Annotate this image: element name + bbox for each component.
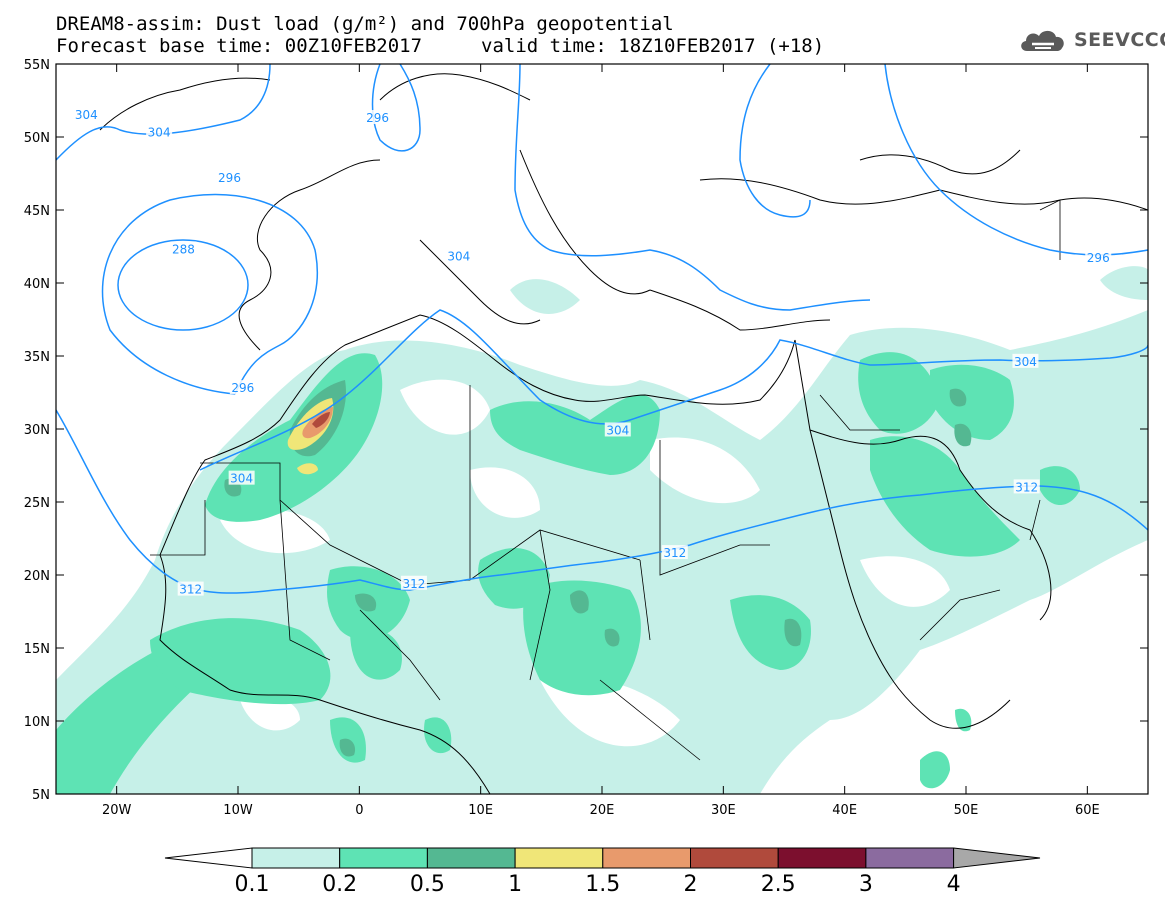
lat-tick-label: 25N	[24, 496, 50, 511]
lon-tick-label: 60E	[1075, 803, 1100, 818]
logo-text: SEEVCCC	[1074, 29, 1165, 51]
lon-tick-label: 30E	[711, 803, 736, 818]
contour-label-bg	[229, 380, 256, 395]
colorbar-label: 2.5	[761, 872, 796, 897]
contour-label: 304	[230, 472, 253, 486]
colorbar-label: 4	[947, 872, 961, 897]
contour-label: 304	[606, 423, 629, 437]
lat-tick-label: 30N	[24, 423, 50, 438]
contour-label: 296	[366, 111, 389, 125]
contour-label-bg	[445, 248, 472, 263]
colorbar-segment	[777, 847, 867, 869]
contour-label: 304	[75, 108, 98, 122]
contour-label-bg	[661, 545, 688, 560]
lat-tick-label: 10N	[24, 715, 50, 730]
contour-label-bg	[216, 169, 243, 184]
contour-label-bg	[604, 422, 631, 437]
colorbar: 0.1 0.2 0.5 1 1.5 2 2.5 3 4	[164, 847, 1041, 897]
lat-tick-label: 55N	[24, 58, 50, 73]
contour-label-bg	[1012, 353, 1039, 368]
lat-tick-label: 20N	[24, 569, 50, 584]
contour-label-bg	[73, 107, 100, 122]
seevccc-logo: SEEVCCC	[1018, 26, 1165, 54]
colorbar-segment	[602, 847, 691, 869]
colorbar-label: 2	[684, 872, 698, 897]
contour-label-bg	[228, 470, 255, 485]
contour-label-bg	[146, 124, 173, 139]
colorbar-label: 3	[859, 872, 873, 897]
dust-shading-red	[312, 412, 330, 428]
map-field: 304 304 296 288 296 296 304 304 304 304 296 312 312 3…	[56, 64, 1148, 794]
lat-tick-label: 5N	[32, 788, 50, 803]
lat-tick-label: 45N	[24, 204, 50, 219]
colorbar-low-arrow	[164, 847, 253, 869]
lon-tick-label: 10E	[468, 803, 493, 818]
contour-label: 304	[148, 126, 171, 140]
latitude-axis: 55N 50N 45N 40N 35N 30N 25N 20N 15N 10N 5N	[24, 58, 1148, 803]
contour-label: 312	[663, 546, 686, 560]
colorbar-label: 1.5	[585, 872, 620, 897]
coastlines	[99, 73, 1148, 794]
valid-time: valid time: 18Z10FEB2017 (+18)	[481, 35, 825, 57]
contour-label: 312	[179, 583, 202, 597]
colorbar-label: 0.2	[322, 872, 357, 897]
lat-tick-label: 15N	[24, 642, 50, 657]
lon-tick-label: 20W	[102, 803, 132, 818]
lat-tick-label: 50N	[24, 131, 50, 146]
map-title: DREAM8-assim: Dust load (g/m²) and 700hP…	[56, 13, 674, 35]
lon-tick-label: 10W	[223, 803, 253, 818]
lat-tick-label: 35N	[24, 350, 50, 365]
colorbar-segment	[251, 847, 341, 869]
lon-tick-label: 20E	[590, 803, 615, 818]
contour-label: 296	[218, 171, 241, 185]
lon-tick-label: 50E	[954, 803, 979, 818]
colorbar-label: 1	[508, 872, 522, 897]
contour-label-bg	[1013, 479, 1040, 494]
lon-tick-label: 0	[355, 803, 363, 818]
contour-label: 296	[1087, 251, 1110, 265]
cloud-icon	[1021, 30, 1064, 51]
contour-label-bg	[1085, 250, 1112, 265]
contour-label-bg	[364, 110, 391, 125]
colorbar-segment	[514, 847, 604, 869]
contour-label: 312	[402, 577, 425, 591]
lon-tick-label: 40E	[832, 803, 857, 818]
contour-label: 312	[1015, 480, 1038, 494]
dust-shading-yellow-2	[297, 463, 318, 475]
colorbar-segment	[426, 847, 516, 869]
contour-label-bg	[400, 575, 427, 590]
contour-labels: 304 304 296 288 296 296 304 304 304 304 296 312 312 3…	[73, 107, 1112, 597]
contour-label: 288	[172, 242, 195, 256]
colorbar-segment	[339, 847, 428, 869]
contour-label: 304	[1014, 355, 1037, 369]
colorbar-segment	[865, 847, 955, 869]
contour-label-bg	[170, 241, 197, 256]
longitude-axis: 20W 10W 0 10E 20E 30E 40E 50E 60E	[102, 64, 1100, 818]
contour-label: 296	[231, 381, 254, 395]
contour-label: 304	[447, 250, 470, 264]
colorbar-high-arrow	[953, 847, 1041, 869]
lat-tick-label: 40N	[24, 277, 50, 292]
colorbar-label: 0.1	[235, 872, 270, 897]
map-subtitle: Forecast base time: 00Z10FEB2017 valid ti…	[56, 35, 824, 57]
base-time: Forecast base time: 00Z10FEB2017	[56, 35, 423, 57]
colorbar-label: 0.5	[410, 872, 445, 897]
country-borders	[150, 199, 1061, 761]
colorbar-segment	[690, 847, 779, 869]
contour-label-bg	[177, 581, 204, 596]
